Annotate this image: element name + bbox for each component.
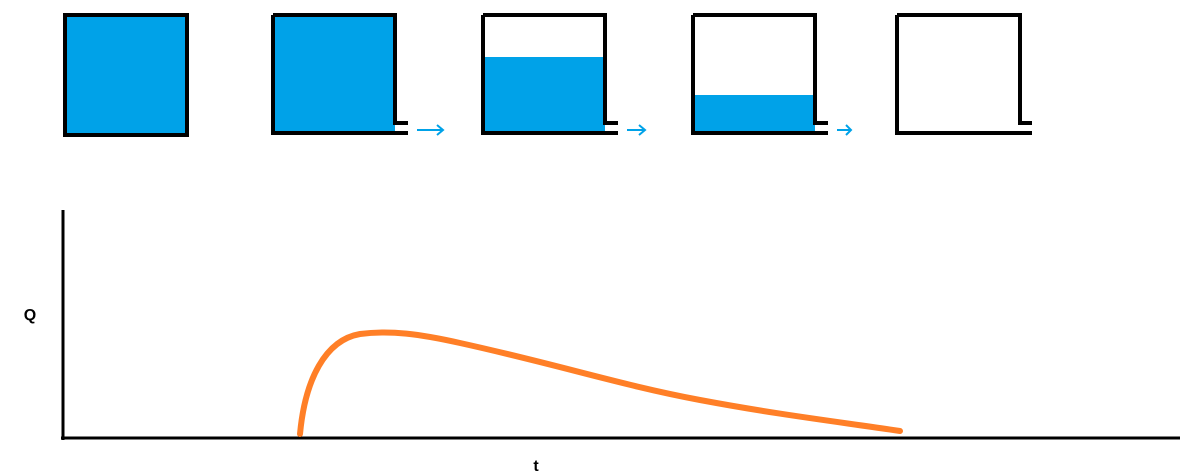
tank-draining-full (273, 15, 443, 135)
tank-full (65, 15, 187, 135)
y-axis-label: Q (24, 307, 36, 324)
axes (61, 210, 1180, 440)
tank-draining-half (483, 15, 645, 135)
diagram: Q t (0, 0, 1194, 474)
tank-draining-low (693, 15, 851, 135)
tank-empty (897, 15, 1032, 133)
discharge-curve (300, 332, 900, 434)
x-axis-label: t (533, 458, 539, 474)
